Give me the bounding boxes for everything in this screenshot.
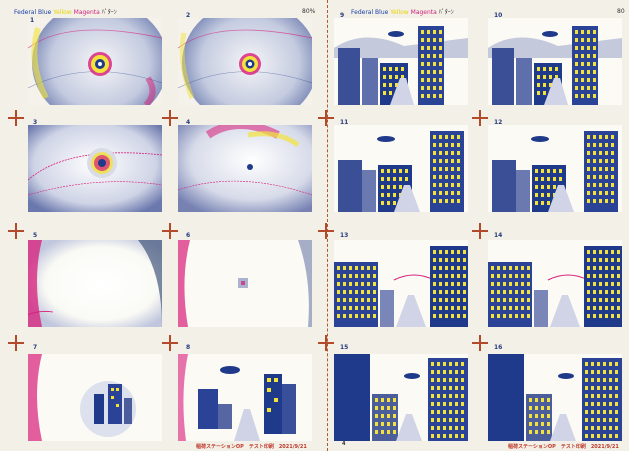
- city-scene: [488, 354, 622, 441]
- sheet-divider: [327, 0, 328, 451]
- legend-note: ﾊﾟﾀｰﾝ: [438, 9, 454, 16]
- city-reveal-frame: [28, 354, 162, 441]
- zoom-label-right: 80: [617, 8, 625, 15]
- registration-mark: [162, 110, 178, 126]
- city-scene: [334, 125, 468, 212]
- registration-mark: [472, 223, 488, 239]
- registration-mark: [8, 335, 24, 351]
- registration-mark: [472, 110, 488, 126]
- registration-mark: [8, 223, 24, 239]
- footer-caption-right: 稲荷ステーションOP テスト印刷 2021/9/21: [508, 444, 619, 450]
- thumbnail-number: 12: [494, 119, 503, 126]
- thumbnail-number: 8: [186, 344, 191, 351]
- thumbnail-16[interactable]: [488, 354, 622, 441]
- thumbnail-number: 9: [340, 12, 345, 19]
- registration-mark: [318, 223, 334, 239]
- thumbnail-14[interactable]: [488, 240, 622, 327]
- thumbnail-13[interactable]: [334, 240, 468, 327]
- thumbnail-number: 6: [186, 232, 191, 239]
- vignette-frame: [28, 240, 162, 327]
- thumbnail-4[interactable]: [178, 125, 312, 212]
- thumbnail-1[interactable]: [28, 18, 162, 105]
- legend-yellow: Yellow: [53, 9, 72, 16]
- thumbnail-number: 2: [186, 12, 191, 19]
- footer-caption-left: 稲荷ステーションOP テスト印刷 2021/9/21: [196, 444, 307, 450]
- thumbnail-8[interactable]: [178, 354, 312, 441]
- eye-sphere-frame: [178, 18, 312, 105]
- thumbnail-3[interactable]: [28, 125, 162, 212]
- thumbnail-number: 13: [340, 232, 349, 239]
- page-mark: 4: [342, 441, 346, 447]
- thumbnail-9[interactable]: [334, 18, 468, 105]
- color-legend-right: Federal Blue Yellow Magenta ﾊﾟﾀｰﾝ: [351, 9, 454, 16]
- legend-yellow: Yellow: [390, 9, 409, 16]
- legend-note: ﾊﾟﾀｰﾝ: [101, 9, 117, 16]
- thumbnail-2[interactable]: [178, 18, 312, 105]
- color-legend-left: Federal Blue Yellow Magenta ﾊﾟﾀｰﾝ: [14, 9, 117, 16]
- city-reveal-frame: [178, 354, 312, 441]
- registration-mark: [318, 110, 334, 126]
- legend-magenta: Magenta: [73, 9, 100, 16]
- city-scene: [334, 354, 468, 441]
- thumbnail-number: 4: [186, 119, 191, 126]
- zoom-label-left: 80%: [302, 8, 316, 15]
- city-scene: [334, 18, 468, 105]
- eye-closeup-frame: [178, 125, 312, 212]
- eye-closeup-frame: [28, 125, 162, 212]
- thumbnail-5[interactable]: [28, 240, 162, 327]
- city-scene: [334, 240, 468, 327]
- city-scene: [488, 125, 622, 212]
- thumbnail-10[interactable]: [488, 18, 622, 105]
- thumbnail-number: 14: [494, 232, 503, 239]
- thumbnail-6[interactable]: [178, 240, 312, 327]
- eye-sphere-frame: [28, 18, 162, 105]
- legend-federal-blue: Federal Blue: [351, 9, 389, 16]
- thumbnail-number: 11: [340, 119, 349, 126]
- thumbnail-number: 1: [30, 17, 35, 24]
- registration-mark: [162, 335, 178, 351]
- registration-mark: [318, 335, 334, 351]
- city-scene: [488, 18, 622, 105]
- thumbnail-12[interactable]: [488, 125, 622, 212]
- thumbnail-number: 16: [494, 344, 503, 351]
- thumbnail-number: 3: [33, 119, 38, 126]
- thumbnail-15[interactable]: [334, 354, 468, 441]
- vignette-frame: [178, 240, 312, 327]
- thumbnail-number: 5: [33, 232, 38, 239]
- legend-federal-blue: Federal Blue: [14, 9, 52, 16]
- city-scene: [488, 240, 622, 327]
- registration-mark: [472, 335, 488, 351]
- registration-mark: [8, 110, 24, 126]
- thumbnail-11[interactable]: [334, 125, 468, 212]
- thumbnail-number: 10: [494, 12, 503, 19]
- legend-magenta: Magenta: [410, 9, 437, 16]
- thumbnail-number: 7: [33, 344, 38, 351]
- thumbnail-number: 15: [340, 344, 349, 351]
- thumbnail-7[interactable]: [28, 354, 162, 441]
- registration-mark: [162, 223, 178, 239]
